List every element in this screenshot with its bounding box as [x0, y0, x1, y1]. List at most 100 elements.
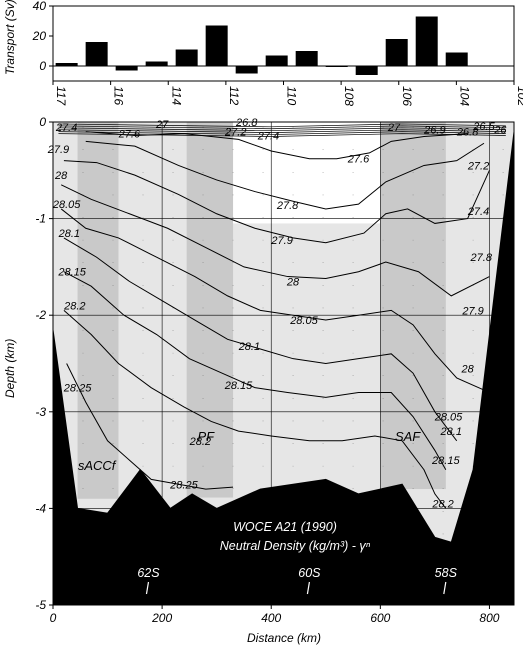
distance-axis-label: Distance (km) — [247, 631, 321, 645]
contour-28.1 — [63, 237, 458, 442]
station-tick-label: 106 — [400, 86, 414, 106]
transport-bar-2 — [115, 66, 138, 71]
inline-contour-label: 28.15 — [431, 455, 460, 467]
inline-contour-label: 28.2 — [431, 499, 453, 511]
contour-label-28.15: 28.15 — [224, 380, 253, 392]
latitude-tick — [145, 581, 150, 595]
distance-tick-label: 0 — [50, 611, 57, 625]
inline-contour-label: 27.4 — [55, 122, 77, 134]
inline-contour-label: 27.6 — [118, 129, 141, 141]
contour-label-27.9: 27.9 — [270, 235, 292, 247]
contour-27.8 — [85, 140, 485, 210]
inline-contour-label: 27.4 — [467, 206, 489, 218]
transport-ytick-label: 20 — [32, 29, 47, 43]
front-label-SAF: SAF — [395, 429, 421, 444]
depth-gridlines — [53, 122, 514, 605]
transport-bar-1 — [85, 42, 108, 66]
front-band-0 — [77, 122, 119, 499]
distance-tick-label: 600 — [370, 611, 390, 625]
transport-bar-7 — [265, 55, 288, 66]
contour-label-28.1: 28.1 — [238, 341, 260, 353]
section-panel: 27.6 27.8 27.9 28 28.05 28.1 28.15 28.2 28.25 27… — [3, 115, 515, 645]
distance-tick-label: 800 — [479, 611, 499, 625]
inline-contour-label: 28.1 — [58, 228, 80, 240]
station-tick-label: 108 — [342, 86, 356, 106]
inline-contour-label: 27.2 — [467, 160, 489, 172]
contour-label-27.6: 27.6 — [347, 154, 370, 166]
latitude-marker-58S: 58S — [435, 566, 458, 580]
depth-tick-label: -4 — [35, 501, 46, 515]
surface-contour — [58, 129, 506, 133]
inline-contour-label: 26.8 — [456, 127, 479, 139]
transport-bar-4 — [175, 49, 198, 66]
depth-axis-ticks: 0 -1 -2 -3 -4 -5 — [35, 115, 53, 612]
section-title: WOCE A21 (1990) — [233, 520, 337, 534]
contour-label-28: 28 — [286, 276, 300, 288]
transport-bars — [55, 16, 468, 75]
latitude-tick — [306, 581, 311, 595]
inline-contour-label: 28 — [461, 363, 475, 375]
inline-contour-label: 28.2 — [63, 301, 85, 313]
contour-27.6 — [85, 131, 468, 160]
distance-axis-ticks: 0 200 400 600 800 — [50, 605, 500, 625]
transport-y-ticks: 0 20 40 — [32, 0, 53, 73]
latitude-tick — [443, 581, 447, 595]
station-lines — [82, 126, 504, 540]
station-tick-label: 104 — [457, 86, 471, 106]
inline-contour-label: 28.1 — [440, 426, 462, 438]
surface-water-gap — [233, 122, 381, 224]
inline-contour-label: 28 — [54, 170, 68, 182]
inline-contour-label: 27.8 — [470, 252, 493, 264]
transport-bar-11 — [385, 39, 408, 66]
inline-contour-label: 26 — [493, 125, 507, 137]
transport-bar-0 — [55, 63, 78, 66]
station-tick-label: 117 — [54, 86, 68, 106]
transport-bar-12 — [415, 16, 438, 66]
contour-label-28.05: 28.05 — [289, 315, 318, 327]
station-tick-label: 116 — [112, 86, 126, 105]
latitude-marker-62S: 62S — [137, 566, 160, 580]
transport-bar-13 — [445, 52, 468, 66]
depth-tick-label: -3 — [35, 405, 46, 419]
front-bands — [53, 122, 514, 543]
latitude-markers: 62S 60S 58S — [137, 566, 458, 595]
contour-28 — [60, 184, 490, 297]
depth-tick-label: 0 — [39, 115, 46, 129]
front-label-sACCf: sACCf — [78, 458, 117, 473]
depth-axis-label: Depth (km) — [3, 339, 17, 398]
inline-contour-label: 27 — [387, 122, 401, 134]
inline-contour-label: 28.15 — [57, 267, 86, 279]
transport-bar-5 — [205, 25, 228, 66]
front-label-PF: PF — [197, 429, 215, 444]
inline-contour-label: 28.25 — [63, 383, 92, 395]
inline-contour-label: 26.5 — [472, 121, 495, 133]
transport-ytick-label: 0 — [39, 59, 46, 73]
transport-bar-6 — [235, 66, 258, 74]
front-band-1 — [186, 122, 234, 498]
surface-contour — [58, 125, 506, 130]
station-tick-label: 110 — [285, 86, 299, 105]
surface-contour — [58, 131, 506, 135]
section-subtitle: Neutral Density (kg/m³) - γⁿ — [220, 539, 371, 553]
contour-labels: 27.427.627 26.827.2 27.427 26.9 26.826.5 2627… — [47, 117, 508, 511]
station-tick-label: 102 — [515, 86, 523, 106]
surface-contour — [58, 123, 506, 128]
section-frame — [52, 121, 515, 606]
transport-bar-3 — [145, 61, 168, 66]
depth-tick-label: -2 — [35, 308, 46, 322]
inline-contour-label: 28.05 — [434, 412, 463, 424]
depth-tick-label: -5 — [35, 598, 46, 612]
front-labels: sACCf PF SAF — [78, 429, 421, 473]
station-ticks: 117 116 114 112 110 108 106 104 102 — [52, 81, 523, 106]
transport-bar-10 — [355, 66, 378, 75]
latitude-marker-60S: 60S — [298, 566, 321, 580]
transport-ytick-label: 40 — [33, 0, 47, 13]
station-tick-label: 112 — [227, 86, 241, 105]
transport-bar-8 — [295, 51, 318, 66]
transport-panel: 0 20 40 117 116 114 112 110 108 106 104 102 Transp… — [3, 0, 523, 106]
inline-contour-label: 26.8 — [235, 117, 258, 129]
station-tick-label: 114 — [169, 86, 183, 105]
inline-contour-label: 26.9 — [423, 125, 445, 137]
inline-contour-label: 27.9 — [461, 305, 483, 317]
